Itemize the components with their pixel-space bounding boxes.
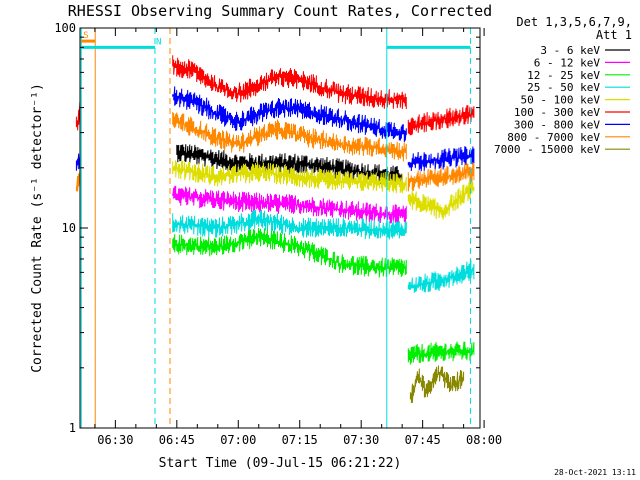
series-9 — [409, 365, 465, 404]
legend-label-4: 25 - 50 keV — [527, 81, 600, 94]
series-8-segment-2 — [172, 112, 407, 162]
series-6-segment-2 — [172, 55, 407, 110]
legend-label-2: 6 - 12 keV — [534, 56, 601, 69]
legend-label-7: 300 - 800 keV — [514, 118, 600, 131]
x-tick-label-4: 07:15 — [282, 433, 318, 447]
series-1-segment-1 — [176, 144, 403, 187]
chart-title: RHESSI Observing Summary Count Rates, Co… — [68, 2, 492, 20]
legend-header-line-1: Det 1,3,5,6,7,9, — [516, 15, 632, 29]
series-1 — [176, 144, 403, 187]
x-axis-label: Start Time (09-Jul-15 06:21:22) — [159, 456, 402, 471]
flag-label-N: N — [156, 37, 161, 47]
series-7-segment-3 — [407, 146, 475, 172]
series-9-segment-1 — [409, 365, 465, 404]
x-tick-label-2: 06:45 — [159, 433, 195, 447]
series-3-segment-1 — [172, 227, 407, 278]
series-3 — [172, 227, 475, 365]
series-6-segment-3 — [407, 105, 475, 136]
legend-label-9: 7000 - 15000 keV — [494, 143, 600, 156]
series-4-segment-2 — [407, 259, 475, 293]
series-2 — [172, 185, 407, 226]
series-4-segment-1 — [172, 209, 407, 240]
series-4 — [172, 209, 475, 293]
y-tick-label-3: 100 — [54, 21, 76, 35]
x-tick-label-6: 07:45 — [405, 433, 441, 447]
axis-layer: 06:30 06:45 07:00 07:15 07:30 07:45 08:00 1 10 10… — [54, 21, 502, 447]
y-tick-label-2: 10 — [62, 221, 76, 235]
series-8-segment-3 — [407, 162, 475, 192]
y-tick-label-1: 1 — [69, 421, 76, 435]
x-tick-label-7: 08:00 — [466, 433, 502, 447]
series-5 — [172, 160, 475, 220]
legend-label-1: 3 - 6 keV — [540, 44, 600, 57]
series-5-segment-2 — [407, 179, 475, 220]
legend-label-3: 12 - 25 keV — [527, 69, 600, 82]
series-3-segment-2 — [407, 341, 475, 365]
x-tick-label-5: 07:30 — [343, 433, 379, 447]
legend-header-line-2: Att 1 — [596, 28, 632, 42]
legend-label-6: 100 - 300 keV — [514, 106, 600, 119]
series-layer — [75, 55, 475, 404]
series-5-segment-1 — [172, 160, 407, 194]
x-tick-label-1: 06:30 — [97, 433, 133, 447]
y-axis-label: Corrected Count Rate (s⁻¹ detector⁻¹) — [30, 83, 45, 373]
series-7-segment-2 — [172, 86, 407, 142]
footer-timestamp: 28-Oct-2021 13:11 — [554, 468, 636, 477]
flag-label-S: S — [83, 31, 88, 41]
series-2-segment-1 — [172, 185, 407, 226]
x-tick-label-3: 07:00 — [220, 433, 256, 447]
legend-label-5: 50 - 100 keV — [521, 94, 601, 107]
legend-label-8: 800 - 7000 keV — [507, 131, 600, 144]
